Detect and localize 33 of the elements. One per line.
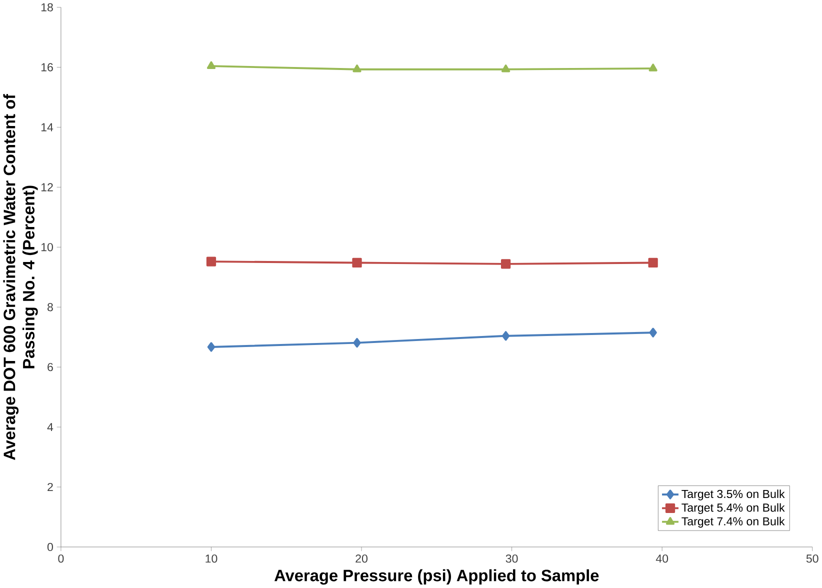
point <box>649 328 657 338</box>
point <box>500 259 511 269</box>
x-axis-title: Average Pressure (psi) Applied to Sample <box>274 569 599 585</box>
point <box>648 258 658 268</box>
x-tick-label: 50 <box>806 554 818 563</box>
y-tick-label: 16 <box>41 63 53 72</box>
point <box>501 64 510 72</box>
point <box>206 256 216 266</box>
point <box>206 61 216 70</box>
point <box>648 64 658 72</box>
point <box>352 258 362 268</box>
y-tick-label: 18 <box>41 3 53 12</box>
x-tick-label: 30 <box>506 554 518 563</box>
point <box>352 64 362 72</box>
legend-label: Target 3.5% on Bulk <box>682 490 785 500</box>
y-tick-label: 2 <box>48 483 53 492</box>
x-tick-label: 0 <box>58 554 64 563</box>
y-tick-label: 14 <box>41 123 54 132</box>
point <box>502 331 510 341</box>
x-tick-label: 20 <box>356 554 368 563</box>
point <box>207 342 216 352</box>
y-tick-label: 12 <box>41 183 53 192</box>
legend-label: Target 5.4% on Bulk <box>682 503 785 514</box>
point <box>353 338 361 348</box>
y-tick-label: 8 <box>48 303 53 312</box>
x-tick-label: 10 <box>206 554 218 563</box>
legend-label: Target 7.4% on Bulk <box>682 517 785 528</box>
y-tick-label: 4 <box>47 423 54 432</box>
y-tick-label: 6 <box>48 363 53 372</box>
y-tick-label: 10 <box>41 243 53 252</box>
y-axis-title: Average DOT 600 Gravimetric Water Content of Passing No. 4 (Percent) <box>3 94 38 460</box>
x-tick-label: 40 <box>656 554 668 563</box>
y-tick-label: 0 <box>47 542 53 552</box>
